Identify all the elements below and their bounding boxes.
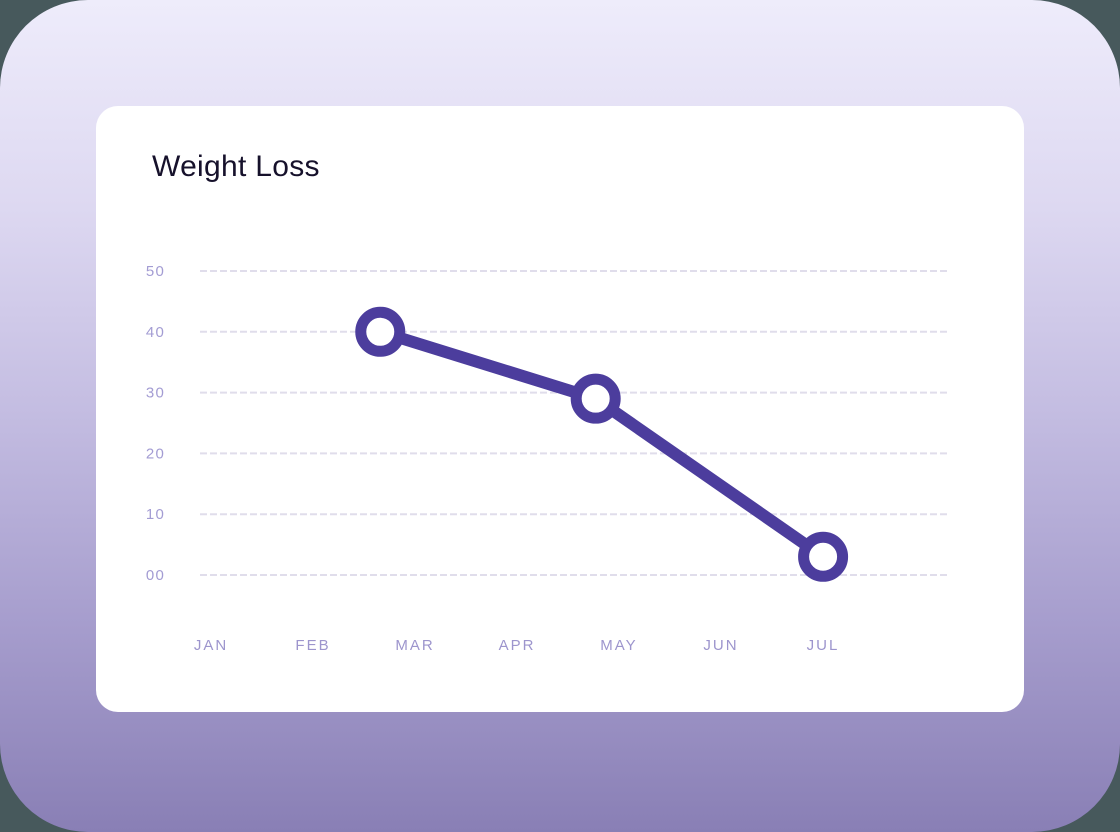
x-axis-tick-label-jul: JUL [807,637,840,654]
chart-card: Weight Loss 50 40 30 20 10 00 JAN FEB MAR APR MAY J… [96,106,1024,712]
y-axis-tick-label: 40 [146,324,165,341]
chart-title: Weight Loss [152,150,320,183]
x-axis-tick-label-jun: JUN [703,637,738,654]
data-point-may[interactable] [570,373,621,424]
x-axis-tick-label-feb: FEB [295,637,330,654]
x-axis-tick-label-mar: MAR [395,637,434,654]
y-axis-tick-label: 30 [146,385,165,402]
data-point-mar[interactable] [355,306,406,357]
x-axis-tick-label-apr: APR [499,637,536,654]
weight-loss-line-chart: 50 40 30 20 10 00 JAN FEB MAR APR MAY JUN JUL [146,263,948,654]
trend-line [374,325,830,563]
y-axis-tick-label: 20 [146,445,165,462]
x-axis-tick-label-may: MAY [600,637,637,654]
y-axis-tick-label: 00 [146,567,165,584]
data-point-jul[interactable] [798,531,849,582]
y-axis-tick-label: 50 [146,263,165,280]
x-axis-tick-label-jan: JAN [194,637,228,654]
y-axis-tick-label: 10 [146,506,165,523]
